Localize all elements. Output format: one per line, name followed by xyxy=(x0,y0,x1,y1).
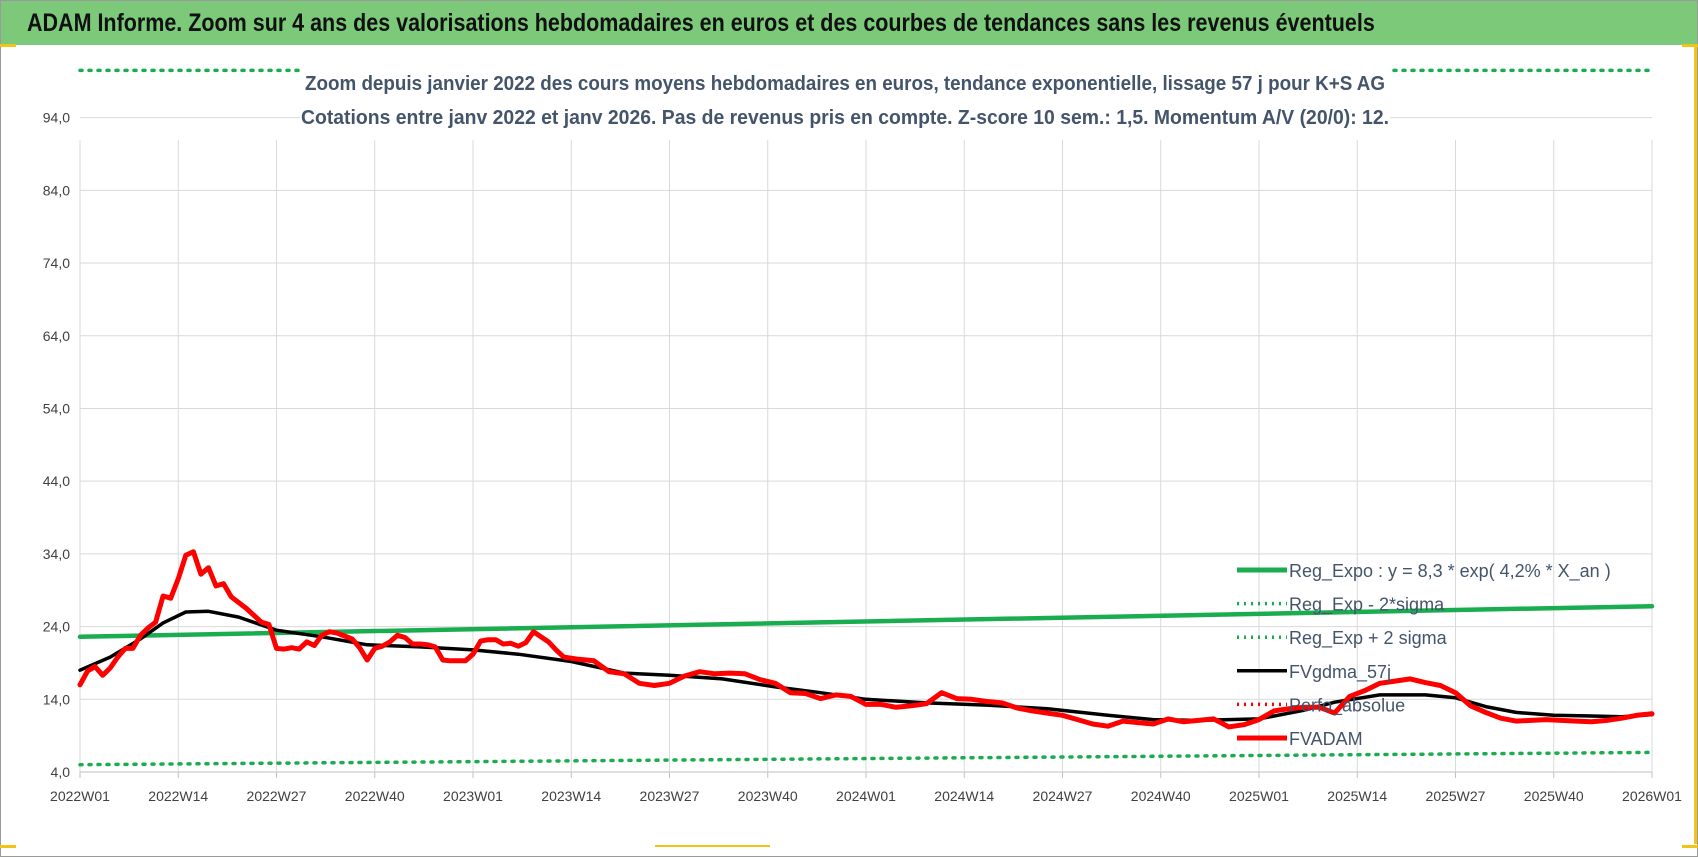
legend-label: Reg_Expo : y = 8,3 * exp( 4,2% * X_an ) xyxy=(1289,561,1611,582)
y-tick-label: 44,0 xyxy=(43,473,70,489)
reg-exp-minus-2sigma-line xyxy=(78,750,1654,767)
legend: Reg_Expo : y = 8,3 * exp( 4,2% * X_an ) R… xyxy=(1237,561,1611,749)
y-tick-label: 24,0 xyxy=(43,619,70,635)
reg-expo-line xyxy=(77,603,1655,640)
x-tick-label: 2022W27 xyxy=(247,788,307,804)
legend-label: FVADAM xyxy=(1289,729,1363,749)
legend-label: FVgdma_57j xyxy=(1289,662,1391,683)
corner-mark-bottom-right xyxy=(1682,845,1698,848)
y-tick-label: 14,0 xyxy=(43,691,70,707)
y-tick-label: 54,0 xyxy=(43,400,70,416)
legend-label: Reg_Exp + 2 sigma xyxy=(1289,628,1448,649)
legend-label: Perfo_absolue xyxy=(1289,695,1405,716)
x-tick-label: 2023W40 xyxy=(738,788,798,804)
y-tick-label: 34,0 xyxy=(43,546,70,562)
corner-mark-top-left xyxy=(0,44,16,47)
legend-label: Reg_Exp - 2*sigma xyxy=(1289,595,1445,616)
y-tick-label: 74,0 xyxy=(43,255,70,271)
y-axis-tick-labels: 4,0 14,0 24,0 34,0 44,0 54,0 64,0 74,0 84,0 94,0 xyxy=(43,110,70,780)
x-tick-label: 2024W40 xyxy=(1131,788,1191,804)
x-tick-label: 2025W40 xyxy=(1524,788,1584,804)
x-tick-label: 2026W01 xyxy=(1622,788,1682,804)
y-tick-label: 64,0 xyxy=(43,328,70,344)
x-tick-label: 2025W27 xyxy=(1426,788,1486,804)
x-tick-label: 2022W14 xyxy=(148,788,208,804)
x-tick-label: 2023W27 xyxy=(640,788,700,804)
x-axis-tick-labels: 2022W01 2022W14 2022W27 2022W40 2023W01 2023W… xyxy=(50,788,1682,804)
y-tick-label: 4,0 xyxy=(51,764,71,780)
fvadam-line xyxy=(77,549,1655,730)
x-tick-label: 2023W14 xyxy=(541,788,601,804)
corner-mark-right xyxy=(1694,44,1697,844)
x-tick-label: 2024W01 xyxy=(836,788,896,804)
x-tick-label: 2024W14 xyxy=(934,788,994,804)
x-tick-label: 2022W40 xyxy=(345,788,405,804)
x-tick-label: 2022W01 xyxy=(50,788,110,804)
corner-mark-top-right xyxy=(1682,44,1698,47)
y-tick-label: 94,0 xyxy=(43,110,70,126)
chart-title-line-2: Cotations entre janv 2022 et janv 2026. … xyxy=(301,107,1389,129)
chart-title-line-1: Zoom depuis janvier 2022 des cours moyen… xyxy=(305,73,1385,95)
x-tick-label: 2025W14 xyxy=(1327,788,1387,804)
header-bar: ADAM Informe. Zoom sur 4 ans des valoris… xyxy=(1,1,1697,45)
x-tick-label: 2025W01 xyxy=(1229,788,1289,804)
chart-title-background xyxy=(300,64,1390,134)
page-title: ADAM Informe. Zoom sur 4 ans des valoris… xyxy=(27,9,1375,37)
corner-mark-bottom-center xyxy=(655,845,770,847)
y-tick-label: 84,0 xyxy=(43,182,70,198)
x-tick-label: 2024W27 xyxy=(1033,788,1093,804)
x-tick-label: 2023W01 xyxy=(443,788,503,804)
corner-mark-bottom-left xyxy=(0,845,16,848)
